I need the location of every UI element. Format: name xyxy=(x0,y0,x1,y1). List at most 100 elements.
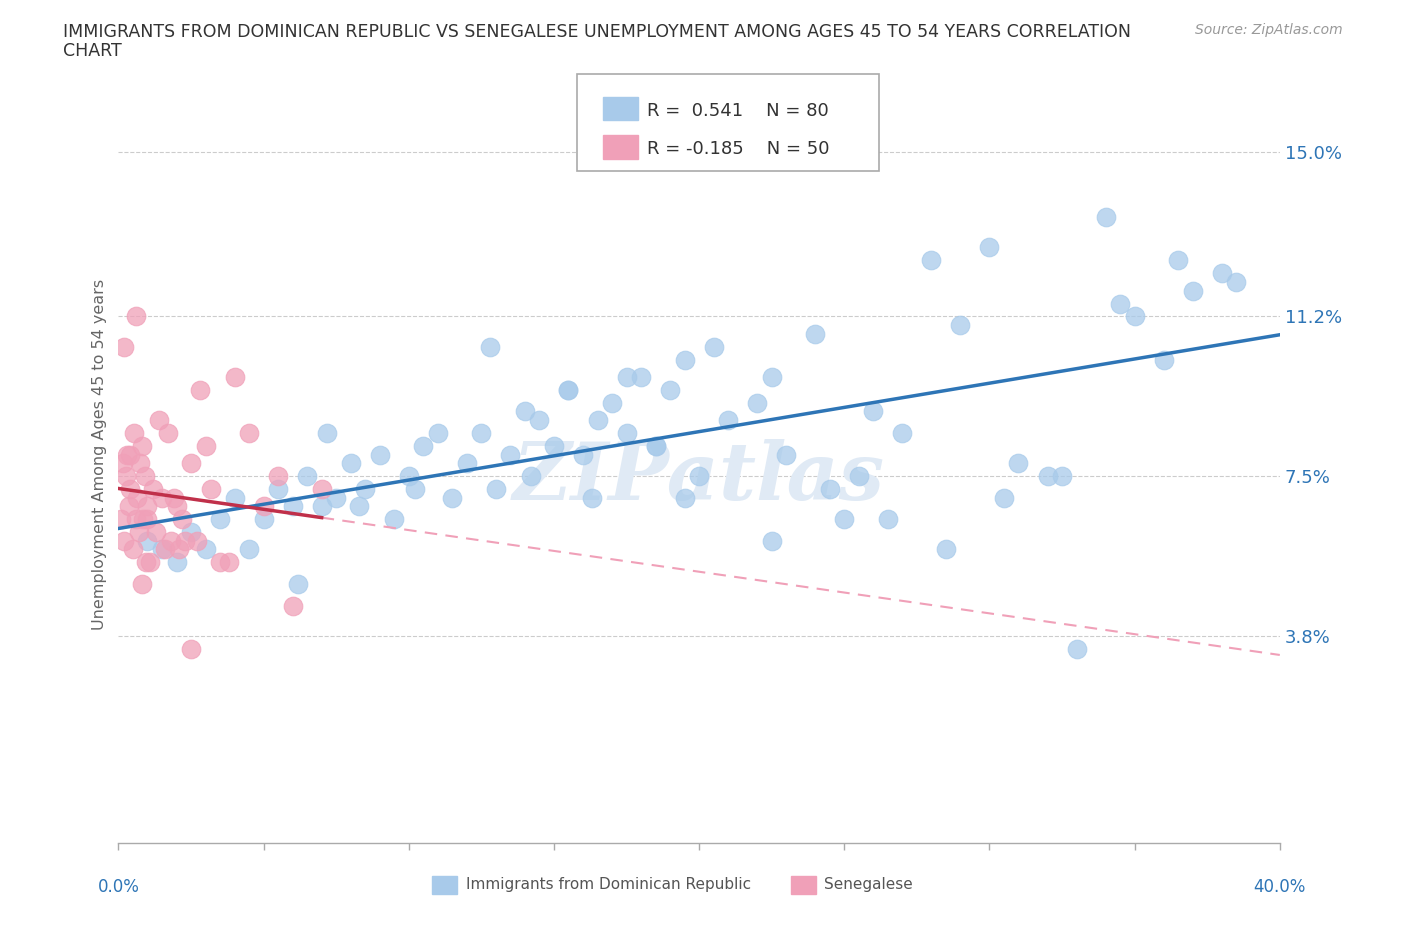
Point xyxy=(153,542,176,557)
Point xyxy=(252,498,274,513)
Point xyxy=(188,382,211,397)
Point xyxy=(412,438,434,453)
Point xyxy=(128,525,150,539)
Point xyxy=(600,395,623,410)
Bar xyxy=(603,97,637,121)
Point xyxy=(287,577,309,591)
Point xyxy=(1167,253,1189,268)
Point xyxy=(125,309,148,324)
Point xyxy=(572,447,595,462)
Point xyxy=(862,404,884,418)
Text: IMMIGRANTS FROM DOMINICAN REPUBLIC VS SENEGALESE UNEMPLOYMENT AMONG AGES 45 TO 5: IMMIGRANTS FROM DOMINICAN REPUBLIC VS SE… xyxy=(63,23,1132,41)
Point xyxy=(115,447,138,462)
Point xyxy=(218,555,240,570)
Point xyxy=(194,542,217,557)
FancyBboxPatch shape xyxy=(578,73,879,171)
Point xyxy=(456,456,478,471)
Point xyxy=(1109,296,1132,311)
Point xyxy=(688,469,710,484)
Point xyxy=(644,438,666,453)
Point xyxy=(325,490,347,505)
Point xyxy=(194,438,217,453)
Point xyxy=(848,469,870,484)
Point xyxy=(761,534,783,549)
Point xyxy=(166,498,188,513)
Point xyxy=(1153,352,1175,367)
Point xyxy=(180,456,202,471)
Point xyxy=(209,512,232,526)
Point xyxy=(150,490,173,505)
Point xyxy=(630,369,652,384)
Point xyxy=(148,413,170,428)
Point xyxy=(949,318,972,333)
Point xyxy=(1094,210,1116,225)
Point xyxy=(586,413,609,428)
Point xyxy=(703,339,725,354)
Point xyxy=(1181,283,1204,298)
Point xyxy=(169,542,191,557)
Point xyxy=(775,447,797,462)
Point xyxy=(644,438,666,453)
Point xyxy=(136,512,159,526)
Point xyxy=(993,490,1015,505)
Point xyxy=(252,512,274,526)
Point xyxy=(485,482,508,497)
Text: 40.0%: 40.0% xyxy=(1254,878,1306,897)
Point xyxy=(110,512,132,526)
Point xyxy=(145,525,167,539)
Point xyxy=(891,426,914,441)
Point xyxy=(470,426,492,441)
Point xyxy=(124,426,146,441)
Point xyxy=(162,490,184,505)
Point xyxy=(180,642,202,657)
Point xyxy=(200,482,222,497)
Point xyxy=(513,404,536,418)
Point xyxy=(717,413,740,428)
Point xyxy=(135,555,157,570)
Point xyxy=(112,534,135,549)
Text: ZIPatlas: ZIPatlas xyxy=(513,439,886,516)
Point xyxy=(368,447,391,462)
Point xyxy=(132,512,155,526)
Point xyxy=(316,426,339,441)
Point xyxy=(818,482,841,497)
Point xyxy=(156,426,179,441)
Point xyxy=(281,498,304,513)
Point xyxy=(382,512,405,526)
Point xyxy=(339,456,361,471)
Text: Senegalese: Senegalese xyxy=(824,877,912,892)
Bar xyxy=(603,136,637,159)
Text: R =  0.541    N = 80: R = 0.541 N = 80 xyxy=(647,102,828,120)
Point xyxy=(136,534,159,549)
Text: Source: ZipAtlas.com: Source: ZipAtlas.com xyxy=(1195,23,1343,37)
Point xyxy=(557,382,579,397)
Point xyxy=(136,498,159,513)
Point xyxy=(209,555,232,570)
Point xyxy=(616,369,638,384)
Point xyxy=(117,498,139,513)
Point xyxy=(150,542,173,557)
Y-axis label: Unemployment Among Ages 45 to 54 years: Unemployment Among Ages 45 to 54 years xyxy=(93,279,107,631)
Text: R = -0.185    N = 50: R = -0.185 N = 50 xyxy=(647,140,830,158)
Point xyxy=(118,482,141,497)
Point xyxy=(935,542,957,557)
Point xyxy=(747,395,769,410)
Point xyxy=(127,490,149,505)
Point xyxy=(224,490,246,505)
Point xyxy=(404,482,426,497)
Point xyxy=(238,426,260,441)
Point xyxy=(281,598,304,613)
Point xyxy=(441,490,464,505)
Point xyxy=(224,369,246,384)
Point xyxy=(238,542,260,557)
Point xyxy=(499,447,522,462)
Point xyxy=(979,240,1001,255)
Point xyxy=(1066,642,1088,657)
Point xyxy=(131,577,153,591)
Point xyxy=(166,555,188,570)
Point xyxy=(142,482,165,497)
Point xyxy=(112,339,135,354)
Point xyxy=(761,369,783,384)
Point xyxy=(114,469,136,484)
Point xyxy=(267,482,290,497)
